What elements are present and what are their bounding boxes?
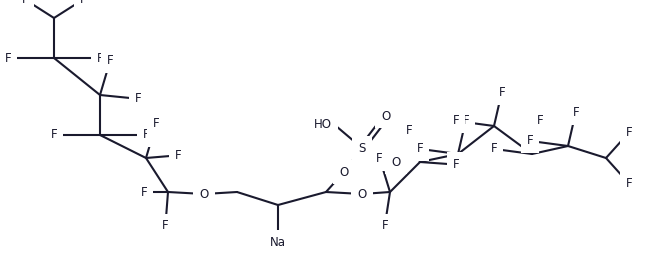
Text: S: S: [359, 142, 366, 155]
Text: F: F: [162, 219, 169, 232]
Text: F: F: [143, 129, 149, 142]
Text: F: F: [141, 185, 147, 198]
Text: F: F: [107, 54, 114, 67]
Text: F: F: [526, 134, 534, 147]
Text: F: F: [626, 177, 632, 190]
Text: F: F: [174, 149, 182, 162]
Text: F: F: [377, 152, 383, 165]
Text: O: O: [357, 187, 367, 200]
Text: F: F: [50, 129, 57, 142]
Text: HO: HO: [314, 118, 332, 131]
Text: O: O: [200, 187, 209, 200]
Text: F: F: [153, 117, 160, 130]
Text: F: F: [134, 92, 141, 105]
Text: F: F: [572, 106, 579, 119]
Text: O: O: [391, 155, 401, 169]
Text: F: F: [499, 86, 505, 99]
Text: F: F: [453, 115, 459, 128]
Text: F: F: [463, 114, 469, 127]
Text: F: F: [5, 52, 12, 65]
Text: F: F: [417, 142, 423, 155]
Text: Na: Na: [270, 235, 286, 248]
Text: F: F: [97, 52, 103, 65]
Text: F: F: [79, 0, 86, 6]
Text: O: O: [381, 110, 391, 123]
Text: F: F: [22, 0, 28, 6]
Text: F: F: [626, 126, 632, 139]
Text: F: F: [382, 219, 388, 232]
Text: F: F: [536, 114, 543, 127]
Text: F: F: [406, 124, 413, 137]
Text: F: F: [453, 158, 459, 171]
Text: O: O: [339, 166, 349, 179]
Text: F: F: [491, 142, 497, 155]
